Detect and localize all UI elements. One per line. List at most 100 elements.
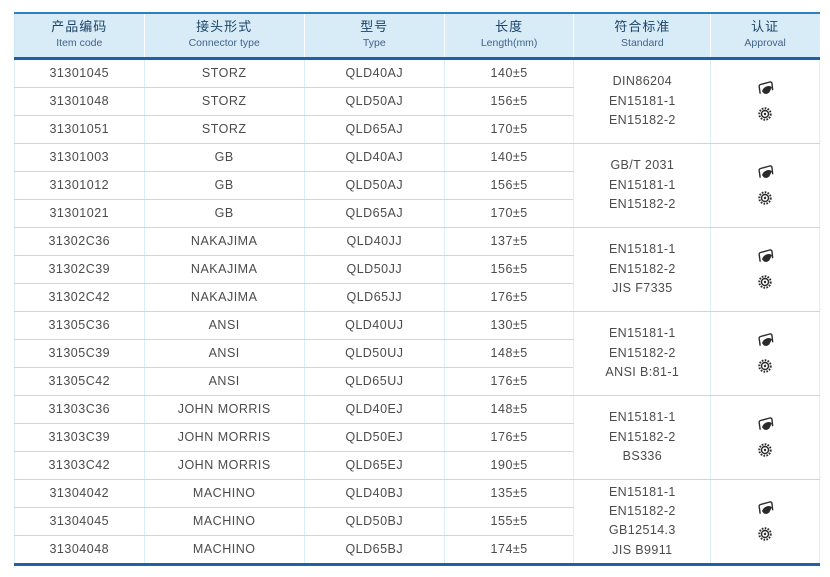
col-header-connector-type-zh: 接头形式 bbox=[196, 19, 253, 34]
standard-line: ANSI B:81-1 bbox=[605, 365, 680, 380]
standard-line: EN15182-2 bbox=[608, 345, 676, 360]
approval-icons bbox=[713, 416, 817, 458]
cell-length: 148±5 bbox=[443, 339, 574, 368]
cell-standards: EN15181-1 EN15182-2 BS336 bbox=[573, 395, 711, 480]
standard-line: DIN86204 bbox=[612, 74, 673, 89]
table-row: 31301003 GB QLD40AJ 140±5 GB/T 2031 EN15181-1… bbox=[14, 143, 820, 228]
cell-approval bbox=[710, 311, 820, 396]
table-row: 31301021 GB QLD65AJ 170±5 bbox=[14, 199, 820, 228]
table-row: 31301051 STORZ QLD65AJ 170±5 bbox=[14, 115, 820, 144]
approval-icons bbox=[713, 164, 817, 206]
col-header-standard: 符合标准 Standard bbox=[573, 11, 711, 60]
approval-icons bbox=[713, 80, 817, 122]
col-header-length-en: Length(mm) bbox=[480, 37, 538, 50]
col-header-standard-zh: 符合标准 bbox=[614, 19, 671, 34]
standard-line: BS336 bbox=[622, 449, 663, 464]
cell-connector-type: MACHINO bbox=[143, 507, 305, 536]
cell-type: QLD40AJ bbox=[303, 143, 445, 172]
table-row: 31305C39 ANSI QLD50UJ 148±5 bbox=[14, 339, 820, 368]
certification-wheel-seal-icon bbox=[758, 191, 772, 206]
cell-length: 156±5 bbox=[443, 87, 574, 116]
certification-wheel-seal-icon bbox=[758, 443, 772, 458]
cell-item-code: 31304048 bbox=[14, 535, 145, 565]
cell-type: QLD50AJ bbox=[303, 171, 445, 200]
cell-standards: EN15181-1 EN15182-2 JIS F7335 bbox=[573, 227, 711, 312]
cell-standards: EN15181-1 EN15182-2 GB12514.3 JIS B9911 bbox=[573, 479, 711, 565]
cell-type: QLD65EJ bbox=[303, 451, 445, 480]
cell-connector-type: GB bbox=[143, 143, 305, 172]
cell-length: 148±5 bbox=[443, 395, 574, 424]
table-row: 31302C36 NAKAJIMA QLD40JJ 137±5 EN15181-1 EN1… bbox=[14, 227, 820, 312]
certification-swoosh-icon bbox=[758, 81, 773, 95]
cell-connector-type: JOHN MORRIS bbox=[143, 451, 305, 480]
approval-icons bbox=[713, 248, 817, 290]
header-row: 产品编码 Item code 接头形式 Connector type 型号 Ty… bbox=[14, 11, 820, 60]
table-body: 31301045 STORZ QLD40AJ 140±5 DIN86204 EN15181… bbox=[14, 58, 820, 565]
cell-type: QLD65AJ bbox=[303, 115, 445, 144]
standard-line: EN15182-2 bbox=[608, 261, 676, 276]
cell-item-code: 31305C42 bbox=[14, 367, 145, 396]
standard-line: EN15181-1 bbox=[608, 242, 676, 257]
cell-type: QLD65JJ bbox=[303, 283, 445, 312]
certification-wheel-seal-icon bbox=[758, 275, 772, 290]
cell-type: QLD50JJ bbox=[303, 255, 445, 284]
certification-swoosh-icon bbox=[758, 333, 773, 347]
standard-line: EN15181-1 bbox=[608, 326, 676, 341]
cell-length: 176±5 bbox=[443, 423, 574, 452]
cell-item-code: 31302C42 bbox=[14, 283, 145, 312]
standard-line: EN15181-1 bbox=[608, 177, 676, 192]
cell-type: QLD65UJ bbox=[303, 367, 445, 396]
cell-length: 156±5 bbox=[443, 255, 574, 284]
product-spec-table: 产品编码 Item code 接头形式 Connector type 型号 Ty… bbox=[14, 11, 820, 566]
col-header-item-code: 产品编码 Item code bbox=[14, 11, 145, 60]
cell-item-code: 31303C36 bbox=[14, 395, 145, 424]
standard-line: EN15181-1 bbox=[608, 484, 676, 499]
col-header-type-zh: 型号 bbox=[360, 19, 389, 34]
cell-type: QLD65BJ bbox=[303, 535, 445, 565]
col-header-type: 型号 Type bbox=[303, 11, 445, 60]
standard-line: EN15182-2 bbox=[608, 503, 676, 518]
cell-connector-type: JOHN MORRIS bbox=[143, 395, 305, 424]
cell-connector-type: NAKAJIMA bbox=[143, 283, 305, 312]
standard-line: EN15182-2 bbox=[608, 429, 676, 444]
cell-type: QLD50BJ bbox=[303, 507, 445, 536]
certification-swoosh-icon bbox=[758, 249, 773, 263]
cell-type: QLD40AJ bbox=[303, 58, 445, 88]
cell-type: QLD40BJ bbox=[303, 479, 445, 508]
col-header-approval-zh: 认证 bbox=[751, 19, 780, 34]
cell-type: QLD50AJ bbox=[303, 87, 445, 116]
cell-item-code: 31302C36 bbox=[14, 227, 145, 256]
cell-length: 176±5 bbox=[443, 283, 574, 312]
table-row: 31302C42 NAKAJIMA QLD65JJ 176±5 bbox=[14, 283, 820, 312]
col-header-item-code-zh: 产品编码 bbox=[51, 19, 108, 34]
cell-connector-type: NAKAJIMA bbox=[143, 255, 305, 284]
table-row: 31303C39 JOHN MORRIS QLD50EJ 176±5 bbox=[14, 423, 820, 452]
col-header-item-code-en: Item code bbox=[56, 37, 103, 50]
cell-item-code: 31303C42 bbox=[14, 451, 145, 480]
cell-approval bbox=[710, 479, 820, 565]
cell-connector-type: GB bbox=[143, 199, 305, 228]
cell-connector-type: NAKAJIMA bbox=[143, 227, 305, 256]
table-row: 31301012 GB QLD50AJ 156±5 bbox=[14, 171, 820, 200]
cell-item-code: 31301048 bbox=[14, 87, 145, 116]
cell-length: 135±5 bbox=[443, 479, 574, 508]
certification-wheel-seal-icon bbox=[758, 359, 772, 374]
cell-item-code: 31303C39 bbox=[14, 423, 145, 452]
certification-swoosh-icon bbox=[758, 501, 773, 515]
standard-line: GB/T 2031 bbox=[610, 158, 675, 173]
certification-wheel-seal-icon bbox=[758, 527, 772, 542]
table-row: 31305C42 ANSI QLD65UJ 176±5 bbox=[14, 367, 820, 396]
standard-line: EN15182-2 bbox=[608, 113, 676, 128]
cell-connector-type: STORZ bbox=[143, 115, 305, 144]
cell-connector-type: GB bbox=[143, 171, 305, 200]
cell-connector-type: MACHINO bbox=[143, 535, 305, 565]
cell-type: QLD50EJ bbox=[303, 423, 445, 452]
standard-line: JIS F7335 bbox=[612, 281, 673, 296]
cell-length: 174±5 bbox=[443, 535, 574, 565]
standard-line: EN15182-2 bbox=[608, 197, 676, 212]
cell-standards: DIN86204 EN15181-1 EN15182-2 bbox=[573, 58, 711, 144]
cell-approval bbox=[710, 227, 820, 312]
cell-type: QLD40JJ bbox=[303, 227, 445, 256]
approval-icons bbox=[713, 332, 817, 374]
